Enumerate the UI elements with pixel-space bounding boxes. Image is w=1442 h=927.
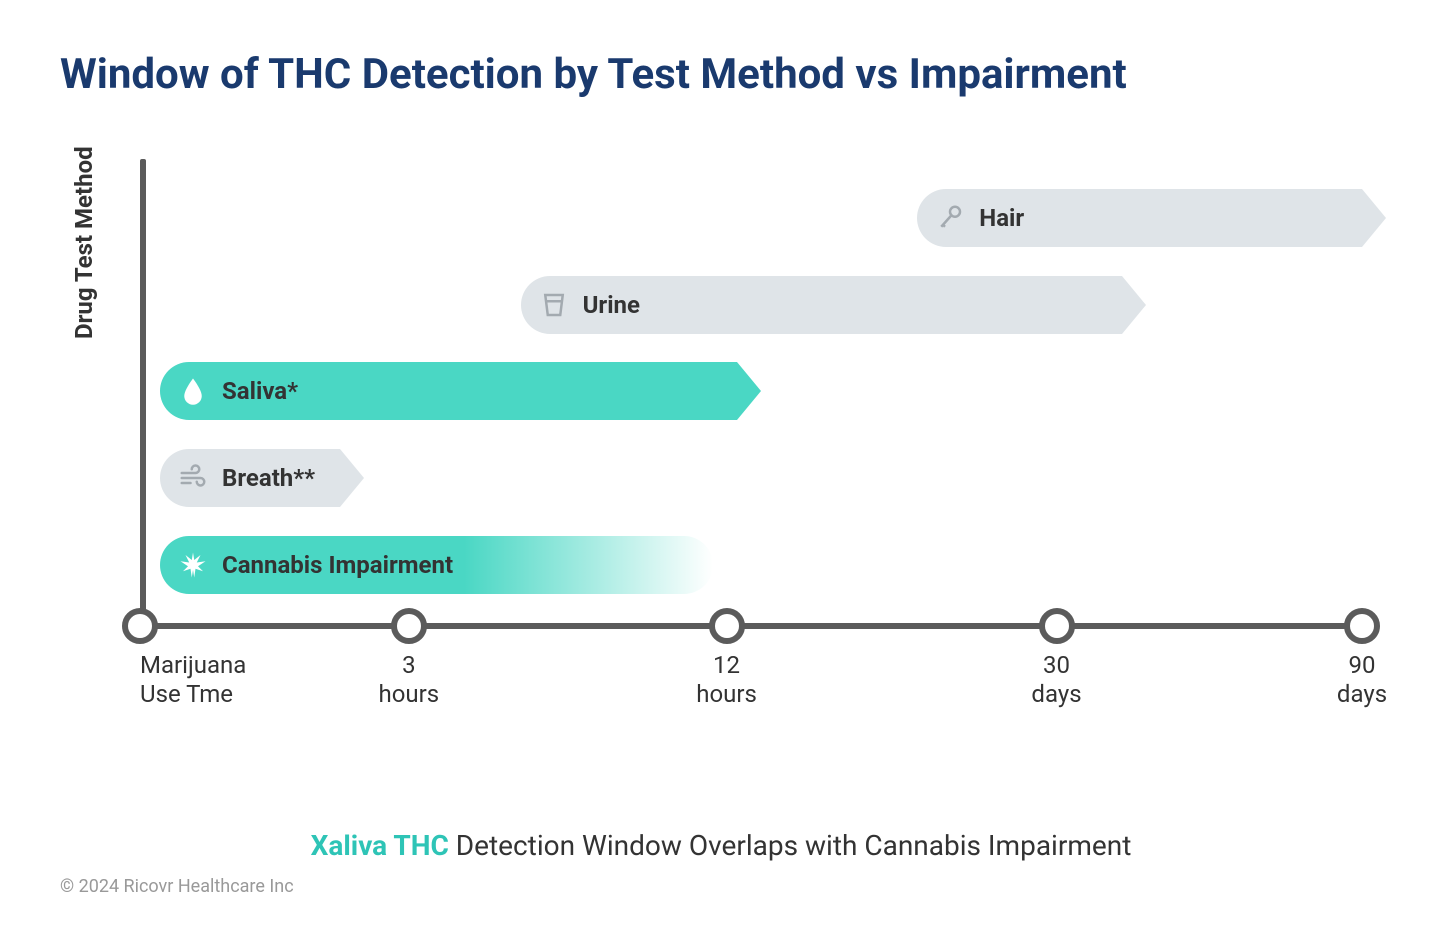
- axes: Hair Urine Saliva* Breath** Cannabis Impairm…: [140, 159, 1362, 629]
- chart-title: Window of THC Detection by Test Method v…: [60, 50, 1382, 99]
- x-tick: [1039, 608, 1075, 644]
- bar-row-urine: Urine: [160, 276, 1362, 334]
- bar-impair: Cannabis Impairment: [160, 536, 713, 594]
- copyright: © 2024 Ricovr Healthcare Inc: [60, 876, 294, 897]
- bar-hair: Hair: [917, 189, 1362, 247]
- caption: Xaliva THC Detection Window Overlaps wit…: [60, 829, 1382, 862]
- x-tick-label: 12 hours: [696, 651, 757, 709]
- wind-icon: [178, 463, 208, 493]
- bar-label-breath: Breath**: [222, 464, 315, 492]
- x-tick: [391, 608, 427, 644]
- bar-urine: Urine: [521, 276, 1122, 334]
- bar-label-impair: Cannabis Impairment: [222, 551, 453, 579]
- bar-saliva: Saliva*: [160, 362, 737, 420]
- chart-area: Drug Test Method HairUrineSaliva*Breath*…: [100, 159, 1382, 719]
- x-axis-line: [140, 623, 1362, 629]
- bar-row-hair: Hair: [160, 189, 1362, 247]
- microphone-icon: [935, 203, 965, 233]
- y-axis-label: Drug Test Method: [70, 146, 98, 339]
- bar-row-saliva: Saliva*: [160, 362, 1362, 420]
- y-axis-line: [140, 159, 146, 629]
- drop-icon: [178, 376, 208, 406]
- leaf-icon: [178, 550, 208, 580]
- bar-row-breath: Breath**: [160, 449, 1362, 507]
- caption-brand: Xaliva THC: [311, 829, 449, 862]
- arrow-tip: [1362, 189, 1386, 247]
- bar-breath: Breath**: [160, 449, 340, 507]
- x-tick-label: 90 days: [1337, 651, 1387, 709]
- caption-rest: Detection Window Overlaps with Cannabis …: [449, 829, 1132, 862]
- bar-row-impair: Cannabis Impairment: [160, 536, 1362, 594]
- x-tick-label: Marijuana Use Tme: [140, 651, 246, 709]
- arrow-tip: [1122, 276, 1146, 334]
- bar-label-urine: Urine: [583, 291, 640, 319]
- cup-icon: [539, 290, 569, 320]
- bar-label-saliva: Saliva*: [222, 377, 298, 405]
- x-tick: [709, 608, 745, 644]
- arrow-tip: [340, 449, 364, 507]
- x-tick-label: 3 hours: [379, 651, 440, 709]
- bar-label-hair: Hair: [979, 204, 1024, 232]
- x-tick: [122, 608, 158, 644]
- x-tick-label: 30 days: [1031, 651, 1081, 709]
- bars-container: Hair Urine Saliva* Breath** Cannabis Impairm…: [160, 184, 1362, 599]
- arrow-tip: [737, 362, 761, 420]
- x-tick: [1344, 608, 1380, 644]
